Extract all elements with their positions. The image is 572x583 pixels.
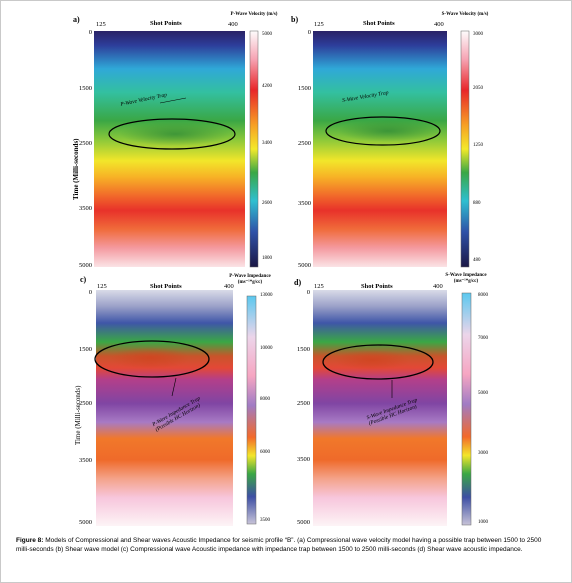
- panel-d-cb-tick-0: 8000: [478, 293, 488, 298]
- panel-d-colorbar-title: S-Wave Impedance (ms⁻¹*g/cc): [445, 273, 487, 284]
- panel-b-y-tick-3: 3500: [298, 200, 311, 207]
- panel-c-cb-tick-1: 10000: [260, 346, 273, 351]
- caption-label: Figure 8:: [16, 537, 44, 544]
- panel-a-y-label: Time (Milli-seconds): [72, 138, 80, 200]
- panel-c-letter: c): [80, 275, 87, 284]
- panel-a-cb-tick-4: 1800: [262, 256, 272, 261]
- panel-c-y-tick-1: 1500: [79, 346, 92, 353]
- panel-d-y-tick-1: 1500: [297, 346, 310, 353]
- panel-c-y-label: Time (Milli-seconds): [74, 385, 82, 445]
- panel-b-x-title: Shot Points: [363, 20, 395, 27]
- panel-b-cb-tick-1: 2050: [473, 86, 483, 91]
- panel-a-y-tick-3: 3500: [79, 205, 92, 212]
- panel-a-cb-tick-0: 5000: [262, 32, 272, 37]
- panel-c-y-tick-4: 5000: [79, 519, 92, 526]
- panel-b-x-end: 400: [434, 21, 444, 28]
- panel-d-cb-tick-2: 5000: [478, 391, 488, 396]
- panel-b-cb-tick-3: 880: [473, 201, 481, 206]
- panel-a-y-tick-0: 0: [88, 29, 92, 36]
- panel-d-x-title: Shot Points: [361, 283, 393, 290]
- panel-c-section: [94, 290, 233, 526]
- panel-b-colorbar-title: S-Wave Velocity (m/s): [441, 12, 489, 17]
- panel-b-cb-tick-2: 1250: [473, 143, 483, 148]
- panel-a-y-tick-4: 5000: [79, 262, 92, 269]
- panel-c-x-start: 125: [97, 283, 107, 290]
- panel-a-y-tick-2: 2500: [79, 140, 92, 147]
- panel-c-x-end: 400: [224, 283, 234, 290]
- panel-d-y-tick-2: 2500: [297, 400, 310, 407]
- panel-d-y-tick-3: 3500: [297, 456, 310, 463]
- panel-d-y-tick-4: 5000: [297, 519, 310, 526]
- panel-c-y-tick-3: 3500: [79, 457, 92, 464]
- panel-b-x-start: 125: [314, 21, 324, 28]
- panel-a-cb-tick-2: 3400: [262, 141, 272, 146]
- panel-a-y-tick-1: 1500: [79, 85, 92, 92]
- panel-c-cb-tick-0: 13000: [260, 293, 273, 298]
- panel-b-section: [313, 31, 447, 267]
- figure-caption: Figure 8: Models of Compressional and Sh…: [16, 536, 556, 554]
- panel-a-x-end: 400: [228, 21, 238, 28]
- panel-a-section: [94, 31, 245, 267]
- panel-d-cb-tick-3: 3000: [478, 451, 488, 456]
- panel-d-y-tick-0: 0: [306, 289, 310, 296]
- panel-d-letter: d): [294, 278, 302, 287]
- panel-c-x-title: Shot Points: [150, 283, 182, 290]
- panel-d-cb-tick-4: 1000: [478, 520, 488, 525]
- panel-d-colorbar: [461, 292, 472, 526]
- panel-c-y-tick-0: 0: [88, 289, 92, 296]
- panel-c-y-tick-2: 2500: [79, 400, 92, 407]
- panel-b-colorbar: [460, 30, 470, 268]
- panel-a-colorbar-title: P-Wave Velocity (m/s): [230, 12, 278, 17]
- panel-b-cb-tick-4: 480: [473, 258, 481, 263]
- panel-c-colorbar: [246, 295, 257, 525]
- panel-a-letter: a): [73, 15, 80, 24]
- panel-a-x-title: Shot Points: [150, 20, 182, 27]
- panel-d-x-end: 400: [433, 283, 443, 290]
- panel-a-cb-tick-1: 4200: [262, 84, 272, 89]
- panel-d-cb-tick-1: 7000: [478, 336, 488, 341]
- panel-a-colorbar: [249, 30, 259, 268]
- panel-b-y-tick-2: 2500: [298, 140, 311, 147]
- panel-b-y-tick-4: 5000: [298, 262, 311, 269]
- panel-c-cb-tick-4: 3500: [260, 518, 270, 523]
- panel-c-cb-tick-2: 8000: [260, 397, 270, 402]
- panel-c-colorbar-title: P-Wave Impedance (ms⁻¹*g/cc): [229, 274, 271, 285]
- panel-b-y-tick-0: 0: [307, 29, 311, 36]
- panel-d-x-start: 125: [314, 283, 324, 290]
- panel-b-cb-tick-0: 3000: [473, 32, 483, 37]
- panel-b-letter: b): [291, 15, 299, 24]
- caption-text: Models of Compressional and Shear waves …: [16, 537, 542, 553]
- panel-b-y-tick-1: 1500: [298, 85, 311, 92]
- panel-d-section: [313, 290, 447, 526]
- panel-a-x-start: 125: [96, 21, 106, 28]
- panel-a-cb-tick-3: 2600: [262, 201, 272, 206]
- panel-c-cb-tick-3: 6000: [260, 450, 270, 455]
